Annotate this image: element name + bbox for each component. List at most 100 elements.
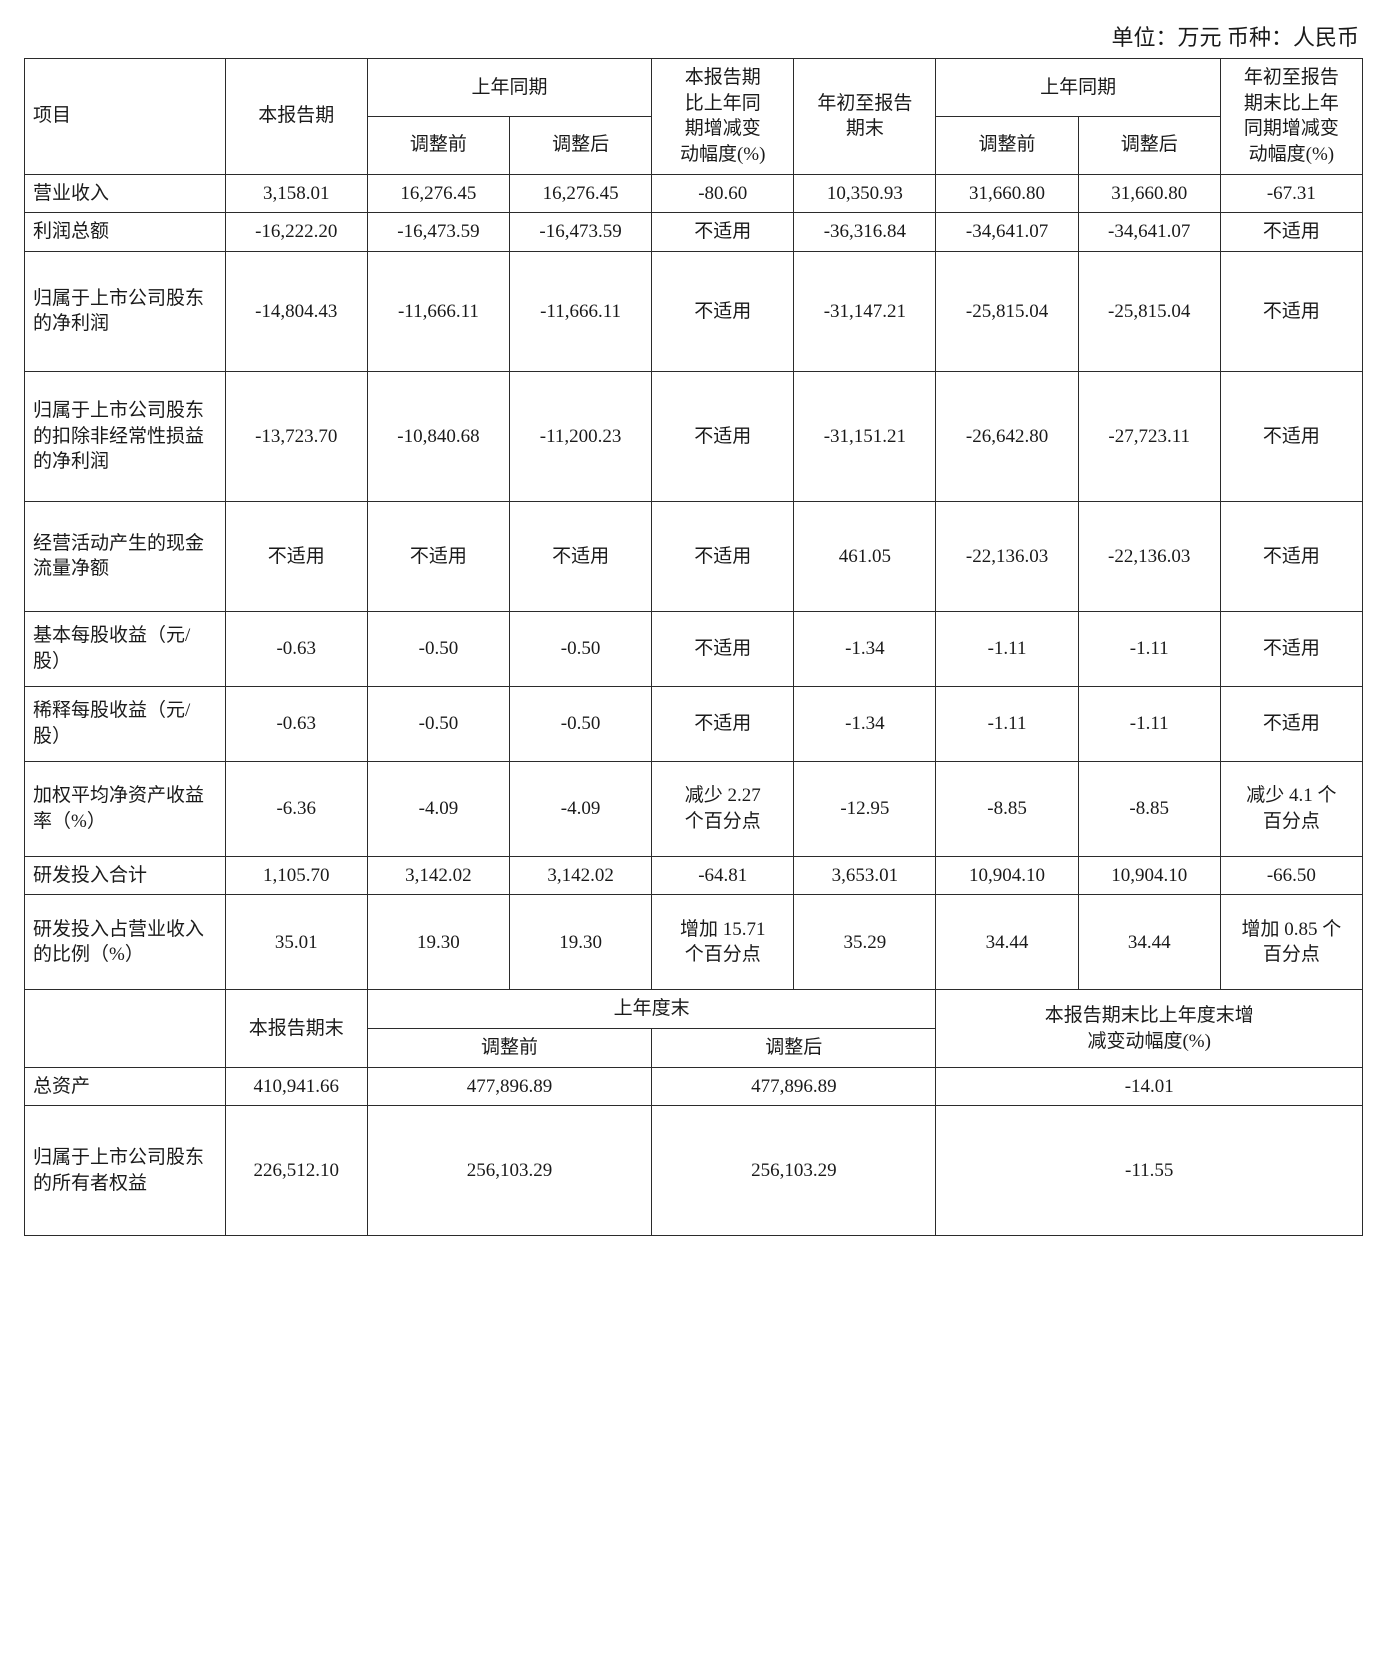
row-label: 稀释每股收益（元/股） xyxy=(25,686,226,761)
row-label: 归属于上市公司股东的扣除非经常性损益的净利润 xyxy=(25,371,226,501)
financial-summary-table: 项目 本报告期 上年同期 本报告期 比上年同 期增减变 动幅度(%) 年初至报告… xyxy=(24,58,1363,1236)
cell-ytd: 3,653.01 xyxy=(794,856,936,895)
unit-currency-label: 单位：万元 币种：人民币 xyxy=(24,20,1363,52)
row-label: 研发投入合计 xyxy=(25,856,226,895)
cell-bottom-change: -11.55 xyxy=(936,1106,1363,1236)
cell-current-period: -0.63 xyxy=(225,686,367,761)
cell-ytd-prior-after: -25,815.04 xyxy=(1078,251,1220,371)
row-label: 经营活动产生的现金流量净额 xyxy=(25,501,226,611)
cell-current-period: 35.01 xyxy=(225,895,367,990)
cell-ytd-prior-before: -1.11 xyxy=(936,686,1078,761)
cell-change-ytd: -66.50 xyxy=(1220,856,1362,895)
cell-prior-before: -0.50 xyxy=(367,686,509,761)
cell-ytd-prior-before: -8.85 xyxy=(936,761,1078,856)
cell-change-ytd: 增加 0.85 个 百分点 xyxy=(1220,895,1362,990)
col-header-prior-same-period: 上年同期 xyxy=(367,59,651,117)
cell-change-period: 减少 2.27 个百分点 xyxy=(652,761,794,856)
bottom-header-row: 本报告期末 上年度末 本报告期末比上年度末增 减变动幅度(%) xyxy=(25,990,1363,1029)
cell-current-period: 3,158.01 xyxy=(225,174,367,213)
table-row: 归属于上市公司股东的所有者权益 226,512.10 256,103.29 25… xyxy=(25,1106,1363,1236)
cell-ytd: -31,147.21 xyxy=(794,251,936,371)
cell-ytd-prior-before: -22,136.03 xyxy=(936,501,1078,611)
cell-ytd: 35.29 xyxy=(794,895,936,990)
table-row: 归属于上市公司股东的扣除非经常性损益的净利润 -13,723.70 -10,84… xyxy=(25,371,1363,501)
bottom-col-header-adjust-after: 调整后 xyxy=(652,1029,936,1068)
table-row: 总资产 410,941.66 477,896.89 477,896.89 -14… xyxy=(25,1067,1363,1106)
cell-change-period: 不适用 xyxy=(652,213,794,252)
cell-change-ytd: 不适用 xyxy=(1220,501,1362,611)
cell-prior-before: 19.30 xyxy=(367,895,509,990)
col-header-ytd: 年初至报告 期末 xyxy=(794,59,936,175)
table-row: 经营活动产生的现金流量净额 不适用 不适用 不适用 不适用 461.05 -22… xyxy=(25,501,1363,611)
cell-current-period: 不适用 xyxy=(225,501,367,611)
col-header-adjust-before-2: 调整前 xyxy=(936,116,1078,174)
cell-change-ytd: 不适用 xyxy=(1220,611,1362,686)
col-header-current-period: 本报告期 xyxy=(225,59,367,175)
cell-ytd-prior-after: 31,660.80 xyxy=(1078,174,1220,213)
col-header-change-pct-ytd: 年初至报告 期末比上年 同期增减变 动幅度(%) xyxy=(1220,59,1362,175)
cell-ytd-prior-after: -34,641.07 xyxy=(1078,213,1220,252)
cell-prior-after: -4.09 xyxy=(510,761,652,856)
cell-end-current: 226,512.10 xyxy=(225,1106,367,1236)
cell-change-ytd: -67.31 xyxy=(1220,174,1362,213)
cell-ytd-prior-after: -8.85 xyxy=(1078,761,1220,856)
row-label: 加权平均净资产收益率（%） xyxy=(25,761,226,856)
cell-prior-after: 3,142.02 xyxy=(510,856,652,895)
row-label: 归属于上市公司股东的所有者权益 xyxy=(25,1106,226,1236)
cell-change-period: 不适用 xyxy=(652,501,794,611)
cell-change-period: 不适用 xyxy=(652,686,794,761)
bottom-col-header-end-prior: 上年度末 xyxy=(367,990,936,1029)
col-header-adjust-after-2: 调整后 xyxy=(1078,116,1220,174)
cell-ytd-prior-before: 10,904.10 xyxy=(936,856,1078,895)
table-row: 归属于上市公司股东的净利润 -14,804.43 -11,666.11 -11,… xyxy=(25,251,1363,371)
cell-ytd: 461.05 xyxy=(794,501,936,611)
cell-ytd: -12.95 xyxy=(794,761,936,856)
cell-change-period: 增加 15.71 个百分点 xyxy=(652,895,794,990)
cell-change-period: -80.60 xyxy=(652,174,794,213)
cell-ytd-prior-before: -1.11 xyxy=(936,611,1078,686)
cell-prior-before: -11,666.11 xyxy=(367,251,509,371)
col-header-change-pct-period: 本报告期 比上年同 期增减变 动幅度(%) xyxy=(652,59,794,175)
table-row: 营业收入 3,158.01 16,276.45 16,276.45 -80.60… xyxy=(25,174,1363,213)
table-row: 加权平均净资产收益率（%） -6.36 -4.09 -4.09 减少 2.27 … xyxy=(25,761,1363,856)
col-header-project: 项目 xyxy=(25,59,226,175)
cell-ytd: -31,151.21 xyxy=(794,371,936,501)
cell-prior-before: -0.50 xyxy=(367,611,509,686)
bottom-col-header-change: 本报告期末比上年度末增 减变动幅度(%) xyxy=(936,990,1363,1067)
cell-current-period: -0.63 xyxy=(225,611,367,686)
cell-change-ytd: 不适用 xyxy=(1220,251,1362,371)
row-label: 归属于上市公司股东的净利润 xyxy=(25,251,226,371)
cell-change-ytd: 不适用 xyxy=(1220,371,1362,501)
cell-prior-after: -0.50 xyxy=(510,611,652,686)
table-row: 利润总额 -16,222.20 -16,473.59 -16,473.59 不适… xyxy=(25,213,1363,252)
bottom-col-header-blank xyxy=(25,990,226,1067)
row-label: 利润总额 xyxy=(25,213,226,252)
cell-ytd: 10,350.93 xyxy=(794,174,936,213)
cell-ytd: -1.34 xyxy=(794,611,936,686)
cell-change-period: -64.81 xyxy=(652,856,794,895)
bottom-col-header-end-current: 本报告期末 xyxy=(225,990,367,1067)
cell-ytd-prior-after: 10,904.10 xyxy=(1078,856,1220,895)
cell-ytd-prior-after: 34.44 xyxy=(1078,895,1220,990)
row-label: 总资产 xyxy=(25,1067,226,1106)
cell-ytd-prior-before: 31,660.80 xyxy=(936,174,1078,213)
cell-prior-after: 16,276.45 xyxy=(510,174,652,213)
cell-ytd-prior-before: -26,642.80 xyxy=(936,371,1078,501)
table-row: 研发投入占营业收入的比例（%） 35.01 19.30 19.30 增加 15.… xyxy=(25,895,1363,990)
cell-end-prior-after: 256,103.29 xyxy=(652,1106,936,1236)
cell-prior-after: -0.50 xyxy=(510,686,652,761)
header-row-top: 项目 本报告期 上年同期 本报告期 比上年同 期增减变 动幅度(%) 年初至报告… xyxy=(25,59,1363,117)
table-row: 基本每股收益（元/股） -0.63 -0.50 -0.50 不适用 -1.34 … xyxy=(25,611,1363,686)
cell-change-ytd: 不适用 xyxy=(1220,686,1362,761)
cell-current-period: 1,105.70 xyxy=(225,856,367,895)
cell-prior-before: 16,276.45 xyxy=(367,174,509,213)
cell-current-period: -6.36 xyxy=(225,761,367,856)
cell-prior-before: -4.09 xyxy=(367,761,509,856)
row-label: 基本每股收益（元/股） xyxy=(25,611,226,686)
cell-ytd-prior-after: -1.11 xyxy=(1078,611,1220,686)
cell-prior-before: -16,473.59 xyxy=(367,213,509,252)
cell-change-period: 不适用 xyxy=(652,251,794,371)
cell-change-period: 不适用 xyxy=(652,611,794,686)
cell-prior-after: -11,200.23 xyxy=(510,371,652,501)
col-header-prior-ytd: 上年同期 xyxy=(936,59,1220,117)
